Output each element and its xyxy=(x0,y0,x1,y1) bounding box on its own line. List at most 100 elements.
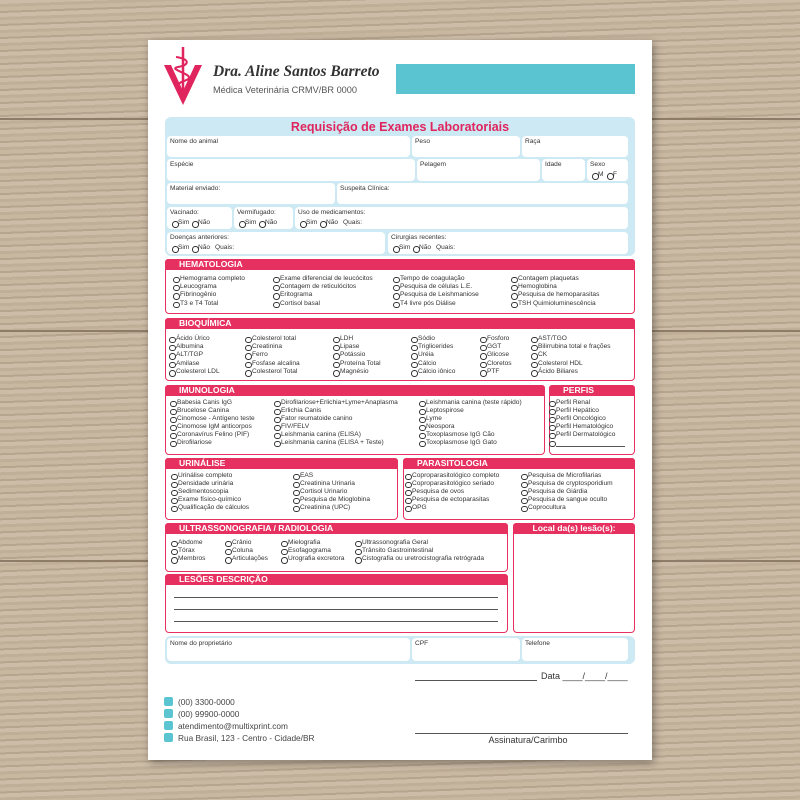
exam-option: Coproparasitológico seriado xyxy=(412,479,495,487)
checkbox xyxy=(173,293,180,300)
exam-option: Fosfase alcalina xyxy=(252,359,300,367)
checkbox xyxy=(592,173,599,180)
checkbox xyxy=(225,557,232,564)
write-line xyxy=(174,597,498,598)
checkbox xyxy=(355,557,362,564)
checkbox xyxy=(169,361,176,369)
checkbox xyxy=(393,284,400,292)
exam-option: Leishmania canina (teste rápido) xyxy=(426,398,522,406)
exam-option: Perfil Renal xyxy=(556,398,591,406)
checkbox xyxy=(411,353,418,360)
field-label: Pelagem xyxy=(420,161,447,168)
doctor-subtitle: Médica Veterinária CRMV/BR 0000 xyxy=(213,85,358,95)
checkbox xyxy=(170,424,177,431)
section-box xyxy=(513,523,635,633)
checkbox xyxy=(293,505,300,512)
checkbox xyxy=(239,221,246,228)
section-header xyxy=(165,318,635,329)
checkbox xyxy=(521,505,528,512)
exam-option: PTF xyxy=(487,368,500,376)
exam-option: Cistografia ou uretrocistografia retrógr… xyxy=(362,555,485,563)
checkbox xyxy=(413,246,420,253)
field-label: Peso xyxy=(415,138,431,145)
section-header xyxy=(165,385,545,396)
checkbox xyxy=(281,548,288,556)
exam-option: Triglicerides xyxy=(418,342,454,350)
checkbox xyxy=(411,361,418,369)
checkbox xyxy=(245,370,252,377)
field-label: Raça xyxy=(525,138,541,145)
exam-option: AST/TGO xyxy=(538,334,567,342)
checkbox xyxy=(171,481,178,488)
exam-option: Neospora xyxy=(426,422,455,430)
field-box xyxy=(167,183,335,204)
exam-option: Colesterol LDL xyxy=(176,368,220,376)
exam-option: Fator reumatoide canino xyxy=(281,414,353,422)
checkbox xyxy=(274,416,281,423)
checkbox xyxy=(171,557,178,564)
exam-option: Ácido Úrico xyxy=(176,334,210,342)
checkbox xyxy=(273,276,280,283)
option-label: M xyxy=(598,171,604,178)
exam-option: Trânsito Gastrointestinal xyxy=(362,546,434,554)
checkbox xyxy=(173,276,180,283)
exam-option: Contagem plaquetas xyxy=(518,274,579,282)
checkbox xyxy=(225,540,232,547)
checkbox xyxy=(393,293,400,300)
form-title: Requisição de Exames Laboratoriais xyxy=(290,120,510,134)
checkbox xyxy=(274,400,281,407)
contact-icon xyxy=(164,697,173,706)
field-label: CPF xyxy=(415,640,429,647)
checkbox xyxy=(521,497,528,504)
checkbox xyxy=(171,548,178,556)
exam-option: Pesquisa de cryptosporidium xyxy=(528,479,613,487)
exam-option: Exame físico-químico xyxy=(178,495,242,503)
exam-option: Contagem de reticulócitos xyxy=(280,282,357,290)
exam-option: Cinomose IgM anticorpos xyxy=(177,422,252,430)
option-label: Não xyxy=(419,244,432,251)
exam-option: Hemoglobina xyxy=(518,282,557,290)
checkbox xyxy=(173,284,180,292)
checkbox xyxy=(531,353,538,360)
field-label: Sexo xyxy=(590,161,606,168)
option-label: Sim xyxy=(399,244,411,251)
section-header xyxy=(403,458,635,469)
exam-option: Cinomose - Antígeno teste xyxy=(177,414,255,422)
exam-option: Leishmania canina (ELISA + Teste) xyxy=(281,438,384,446)
checkbox xyxy=(320,221,327,228)
option-label: Não xyxy=(265,219,278,226)
contact-text: (00) 3300-0000 xyxy=(178,696,235,707)
exam-option: Cálcio iônico xyxy=(418,368,456,376)
section-title: URINÁLISE xyxy=(179,458,226,468)
checkbox xyxy=(419,408,426,415)
checkbox xyxy=(531,336,538,343)
checkbox xyxy=(521,489,528,496)
option-label: F xyxy=(613,171,618,178)
exam-option: Pesquisa de hemoparasitas xyxy=(518,291,600,299)
section-header xyxy=(165,259,635,270)
field-box xyxy=(412,638,520,661)
exam-option: Qualificação de cálculos xyxy=(178,503,250,511)
checkbox xyxy=(274,432,281,439)
checkbox xyxy=(281,540,288,547)
checkbox xyxy=(405,481,412,488)
checkbox xyxy=(273,301,280,309)
exam-option: Coronavírus Felino (PIF) xyxy=(177,430,250,438)
field-label: Vermifugado: xyxy=(237,209,276,216)
exam-option: Creatinina (UPC) xyxy=(300,503,351,511)
checkbox xyxy=(333,370,340,377)
checkbox xyxy=(419,424,426,431)
exam-option: Tórax xyxy=(178,546,195,554)
checkbox xyxy=(531,344,538,352)
signature-line xyxy=(415,733,628,734)
exam-option: Fibrinogênio xyxy=(180,291,217,299)
exam-option: Pesquisa de sangue oculto xyxy=(528,495,608,503)
checkbox xyxy=(511,301,518,309)
exam-option: Ultrassonografia Geral xyxy=(362,538,428,546)
date-line xyxy=(415,680,537,681)
exam-option: Toxoplasmose IgG Cão xyxy=(426,430,495,438)
field-box xyxy=(337,183,628,204)
exam-option: Cloretos xyxy=(487,359,512,367)
field-box xyxy=(295,207,628,229)
